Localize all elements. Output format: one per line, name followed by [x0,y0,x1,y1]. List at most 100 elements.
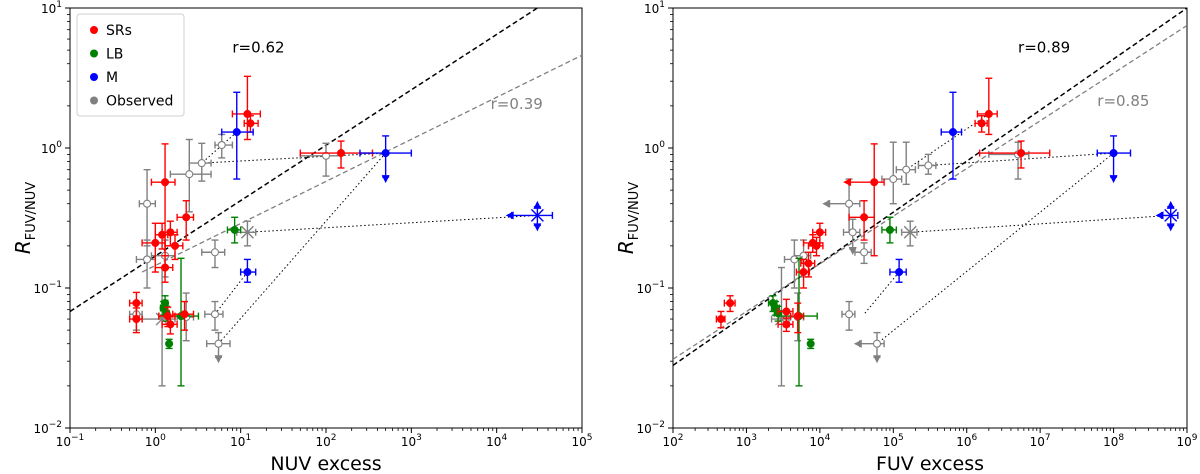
x-tick-exp: 0 [160,433,166,443]
legend-frame [76,13,185,117]
srs-marker [166,320,175,329]
errorbar [206,331,231,364]
y-tick-label: 10−1 [33,280,62,296]
x-tick-label: 103 [401,433,422,449]
x-tick-exp: 8 [1118,433,1124,443]
x-tick-base: 10 [486,435,501,449]
srs-marker [151,238,160,247]
left-limit-arrow [1155,211,1164,220]
x-tick-label: 105 [571,433,592,449]
x-tick-exp: 5 [587,433,593,443]
x-tick-base: 10 [571,435,586,449]
cross-marker [530,208,544,222]
srs-marker [132,315,141,324]
errorbar [154,255,174,283]
x-tick-base: 10 [1176,435,1191,449]
link-line [863,271,900,315]
m-marker [381,149,390,158]
x-tick-base: 10 [883,435,898,449]
errorbar [822,178,861,233]
observed-marker [872,339,882,348]
y-tick-exp: 1 [659,0,665,10]
srs-marker [799,267,808,277]
srs-marker [977,119,986,128]
y-tick-label: 10−1 [636,280,665,296]
x-tick-base: 10 [230,435,245,449]
errorbar [889,258,907,283]
errorbar [842,218,861,255]
y-tick-base: 10 [41,142,56,156]
x-tick-base: 10 [809,435,824,449]
x-tick-exp: 5 [898,433,904,443]
errorbar [853,331,885,364]
errorbar [841,300,856,331]
m-marker [1109,149,1118,158]
observed-marker [845,199,854,208]
m-marker [948,127,958,137]
x-tick-exp: 4 [825,433,831,443]
fit-label: r=0.85 [1097,92,1149,110]
x-tick-label: 102 [662,433,683,449]
lb-marker [230,225,239,234]
x-tick-label: 108 [1103,433,1124,449]
errorbar [221,91,254,180]
srs-marker [782,307,791,316]
y-tick-exp: −1 [652,280,665,290]
observed-marker [845,310,854,319]
x-tick-exp: 2 [331,433,337,443]
legend-label: Observed [106,94,173,110]
errorbar [917,153,937,175]
srs-marker [161,263,170,272]
errorbar [169,138,212,213]
y-tick-exp: 0 [56,140,62,150]
y-tick-base: 10 [33,422,48,436]
upper-limit-arrow [872,355,881,364]
cross-marker [1164,208,1178,222]
x-tick-label: 106 [956,433,977,449]
m-marker [232,127,241,137]
m-marker [895,267,904,277]
x-tick-label: 101 [230,433,251,449]
srs-marker [716,315,726,324]
observed-marker [848,228,857,237]
observed-marker [143,255,152,264]
fit-line [673,8,1187,367]
srs-marker [815,228,824,237]
y-axis-label-main: R [614,240,638,254]
y-axis-label: RFUV/NUV [614,182,642,254]
errorbar [226,216,242,244]
errorbar [777,317,794,333]
srs-marker [870,178,879,187]
errorbar [204,300,224,331]
srs-marker [804,259,813,268]
legend-marker [90,26,98,34]
fit-line [141,54,582,273]
errorbar [214,133,234,159]
x-tick-label: 104 [486,433,507,449]
y-axis-label-sub: FUV/NUV [24,182,39,241]
link-line [876,152,1114,345]
y-tick-label: 101 [644,0,665,16]
legend-label: M [106,70,118,86]
errorbar [1096,135,1132,184]
x-tick-label: 107 [1030,433,1051,449]
observed-marker [214,339,223,348]
up-limit-arrow [1166,200,1175,209]
fit-label: r=0.62 [232,39,284,57]
srs-marker [336,149,346,158]
x-tick-base: 10 [145,435,160,449]
lb-marker [885,225,894,234]
upper-limit-arrow [1109,175,1118,184]
link-line [214,271,248,315]
cross-marker [903,225,917,239]
down-limit-arrow [533,223,542,232]
left-limit-arrow [822,199,831,208]
y-tick-label: 10−2 [33,420,62,436]
errorbar [978,140,1051,169]
cross-marker [240,225,254,239]
x-tick-label: 104 [809,433,830,449]
srs-marker [793,312,802,321]
errorbar [807,236,824,257]
x-tick-label: 109 [1176,433,1197,449]
legend-marker [90,96,98,105]
